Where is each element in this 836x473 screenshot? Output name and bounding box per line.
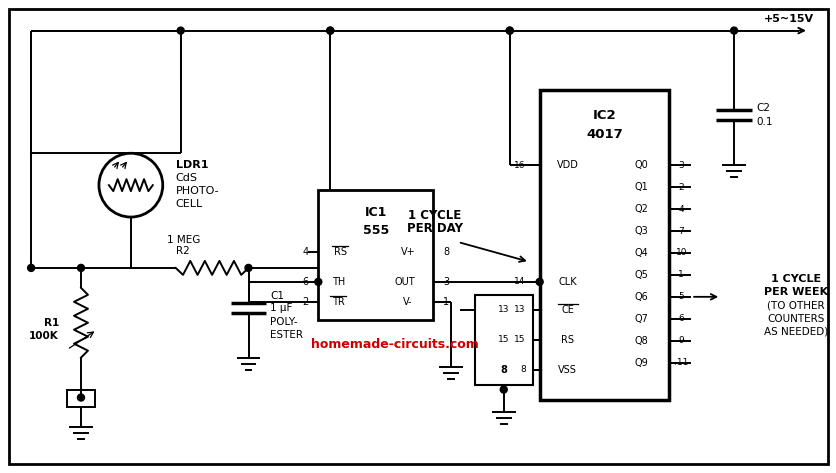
- Text: 6: 6: [677, 314, 683, 323]
- Circle shape: [326, 27, 334, 34]
- Circle shape: [500, 386, 507, 393]
- Circle shape: [314, 279, 321, 285]
- Text: Q9: Q9: [634, 358, 647, 368]
- Text: R1: R1: [43, 318, 59, 328]
- Text: V+: V+: [400, 247, 415, 257]
- Text: RS: RS: [560, 335, 573, 345]
- Circle shape: [245, 264, 252, 272]
- Text: 3: 3: [677, 161, 683, 170]
- Text: 4: 4: [302, 247, 308, 257]
- Text: 7: 7: [677, 227, 683, 236]
- Circle shape: [506, 27, 512, 34]
- Text: 9: 9: [677, 336, 683, 345]
- Text: 2: 2: [302, 297, 308, 307]
- Text: 13: 13: [497, 305, 509, 314]
- Text: 6: 6: [302, 277, 308, 287]
- Text: POLY-: POLY-: [270, 317, 298, 327]
- Text: 13: 13: [513, 305, 525, 314]
- Text: 1 μF: 1 μF: [270, 303, 293, 313]
- Text: OUT: OUT: [395, 277, 415, 287]
- Circle shape: [78, 264, 84, 272]
- Circle shape: [28, 264, 34, 272]
- Text: R2: R2: [176, 246, 190, 256]
- Text: PHOTO-: PHOTO-: [176, 186, 219, 196]
- Circle shape: [177, 27, 184, 34]
- Text: 100K: 100K: [29, 331, 59, 341]
- Text: 4017: 4017: [585, 128, 622, 141]
- Circle shape: [536, 279, 543, 285]
- Text: 1 CYCLE: 1 CYCLE: [408, 209, 461, 221]
- Text: 14: 14: [513, 277, 525, 286]
- Text: 555: 555: [362, 224, 388, 236]
- Text: C2: C2: [755, 104, 769, 114]
- Circle shape: [506, 27, 512, 34]
- Text: Q8: Q8: [634, 336, 647, 346]
- Text: PER DAY: PER DAY: [406, 221, 462, 235]
- Text: Q5: Q5: [634, 270, 648, 280]
- Text: 1: 1: [442, 297, 449, 307]
- Circle shape: [730, 27, 737, 34]
- Text: Q7: Q7: [634, 314, 648, 324]
- Text: Q3: Q3: [634, 226, 647, 236]
- Text: 1 MEG: 1 MEG: [166, 235, 200, 245]
- Circle shape: [78, 394, 84, 401]
- Text: COUNTERS: COUNTERS: [767, 314, 823, 324]
- Text: Q2: Q2: [634, 204, 648, 214]
- Text: Q1: Q1: [634, 182, 647, 192]
- Text: 15: 15: [497, 335, 509, 344]
- Text: 4: 4: [678, 205, 683, 214]
- Circle shape: [326, 27, 334, 34]
- Text: CLK: CLK: [558, 277, 576, 287]
- Text: (TO OTHER: (TO OTHER: [766, 301, 823, 311]
- Bar: [318, 190, 432, 320]
- Text: VDD: VDD: [556, 160, 578, 170]
- Text: 3: 3: [442, 277, 449, 287]
- Text: CdS: CdS: [176, 173, 197, 183]
- Text: .11: .11: [673, 358, 687, 367]
- Text: CE: CE: [560, 305, 573, 315]
- Text: +5~15V: +5~15V: [763, 14, 813, 24]
- Text: 10: 10: [675, 248, 686, 257]
- Text: C1: C1: [270, 291, 284, 301]
- Bar: [539, 90, 669, 400]
- Text: V-: V-: [403, 297, 412, 307]
- Text: CELL: CELL: [176, 199, 202, 209]
- Text: 0.1: 0.1: [755, 117, 772, 127]
- Text: PER WEEK: PER WEEK: [763, 287, 827, 297]
- Text: 16: 16: [513, 161, 525, 170]
- Bar: [474, 295, 532, 385]
- Text: 2: 2: [678, 183, 683, 192]
- Text: TH: TH: [331, 277, 344, 287]
- Text: TR: TR: [331, 297, 344, 307]
- Text: Q0: Q0: [634, 160, 647, 170]
- Text: homemade-circuits.com: homemade-circuits.com: [311, 338, 478, 351]
- Text: ESTER: ESTER: [270, 330, 303, 340]
- Text: IC2: IC2: [592, 109, 615, 122]
- Text: 8: 8: [500, 365, 507, 375]
- Text: 8: 8: [442, 247, 449, 257]
- Text: AS NEEDED): AS NEEDED): [763, 327, 827, 337]
- Text: 5: 5: [677, 292, 683, 301]
- Text: 15: 15: [513, 335, 525, 344]
- Bar: [67, 390, 94, 408]
- Text: IC1: IC1: [364, 206, 386, 219]
- Text: 8: 8: [519, 365, 525, 374]
- Text: 1 CYCLE: 1 CYCLE: [770, 274, 820, 284]
- Text: 1: 1: [677, 271, 683, 280]
- Text: LDR1: LDR1: [176, 160, 208, 170]
- Text: VSS: VSS: [558, 365, 576, 375]
- Text: Q4: Q4: [634, 248, 647, 258]
- Text: Q6: Q6: [634, 292, 647, 302]
- Text: RS: RS: [334, 247, 346, 257]
